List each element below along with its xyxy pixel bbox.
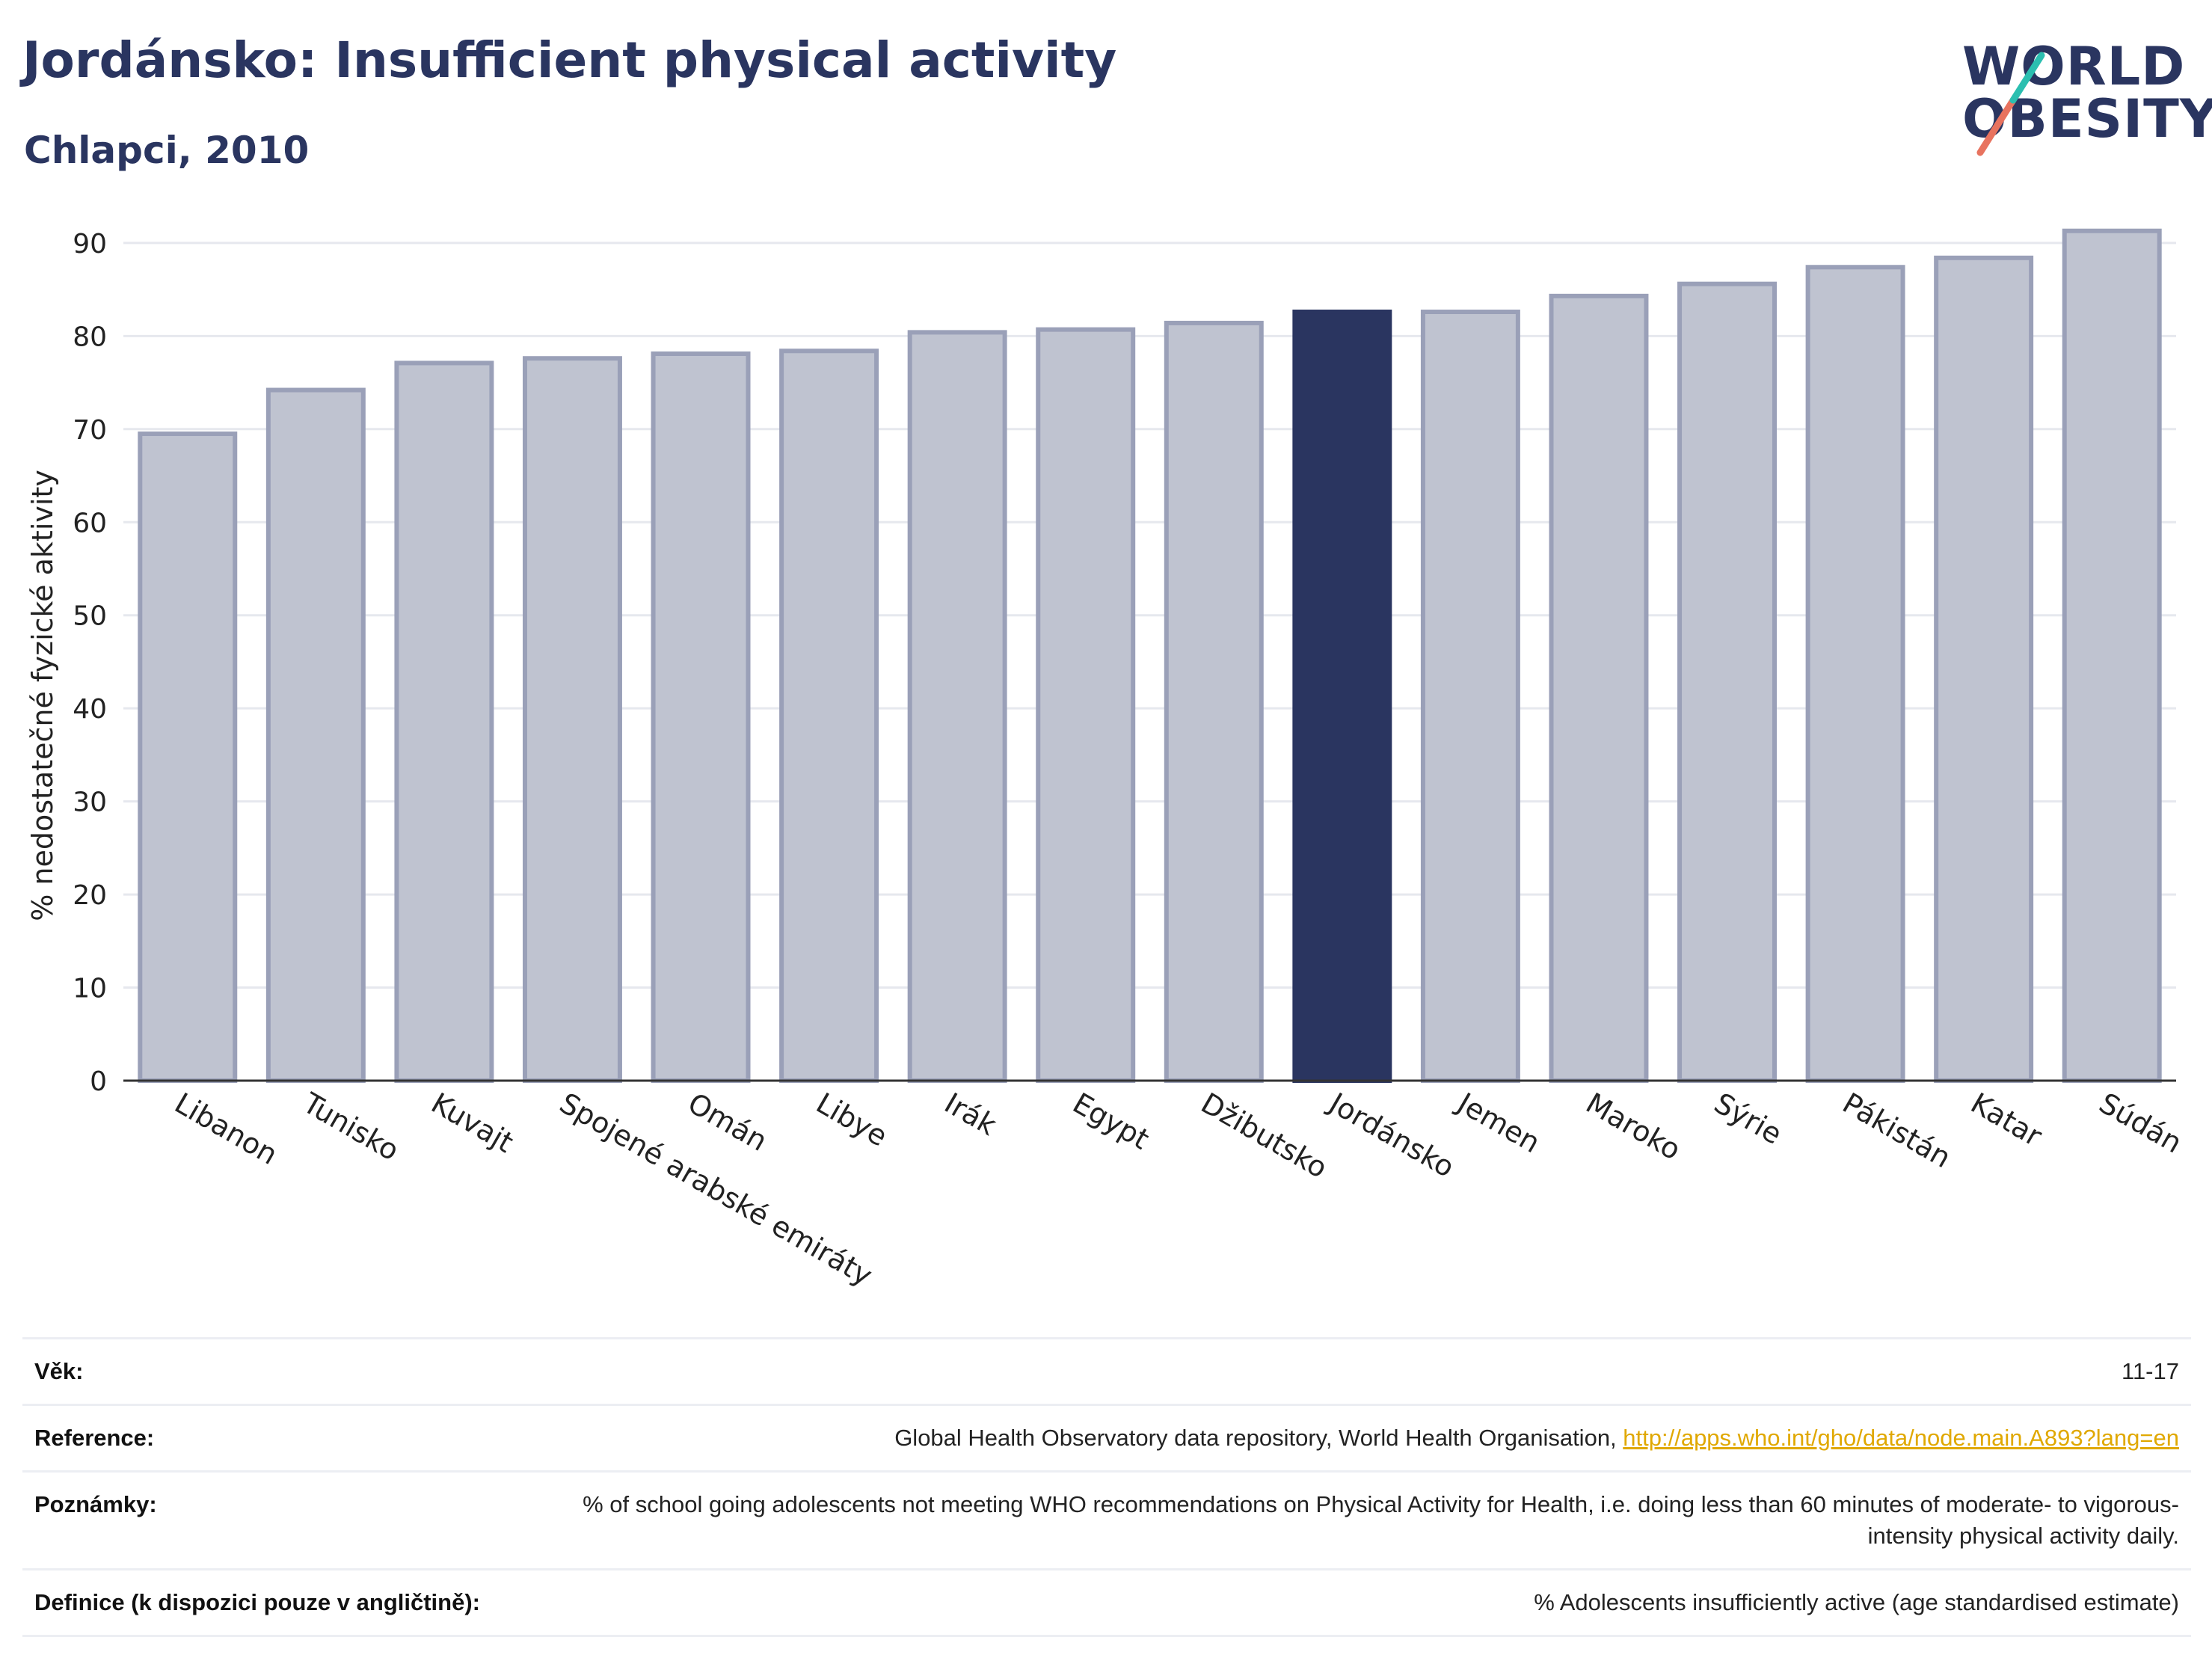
x-tick-label: Libanon <box>169 1087 283 1171</box>
x-tick-label: Pákistán <box>1837 1087 1957 1175</box>
bars <box>138 228 2162 1084</box>
x-tick-label: Kuvajt <box>425 1087 518 1159</box>
bar-jemen[interactable] <box>1420 309 1520 1083</box>
bar-libye[interactable] <box>779 348 879 1083</box>
bar-chart: 0 10 20 30 40 50 60 70 80 90 Libanon Tunisko Kuvajt… <box>26 228 2187 1292</box>
info-table: Věk: 11-17 Reference: Global Health Obse… <box>22 1337 2191 1637</box>
bar-kuvajt[interactable] <box>394 360 494 1083</box>
info-value: % of school going adolescents not meetin… <box>583 1491 2179 1549</box>
y-tick-label: 50 <box>73 601 107 632</box>
bar-pákistán[interactable] <box>1805 265 1905 1083</box>
x-tick-label: Egypt <box>1067 1087 1155 1156</box>
bar-katar[interactable] <box>1934 255 2034 1084</box>
y-tick-label: 70 <box>73 415 107 446</box>
info-label: Poznámky: <box>34 1491 157 1517</box>
y-tick-label: 30 <box>73 787 107 818</box>
bar-libanon[interactable] <box>138 432 238 1083</box>
info-value: % Adolescents insufficiently active (age… <box>1534 1589 2179 1615</box>
bar-tunisko[interactable] <box>265 387 366 1084</box>
reference-text: Global Health Observatory data repositor… <box>894 1425 1623 1451</box>
logo-text-line1: WORLD <box>1962 36 2186 97</box>
x-tick-label: Maroko <box>1580 1087 1686 1167</box>
chart-title: Jordánsko: Insufficient physical activit… <box>22 31 1117 89</box>
bar-egypt[interactable] <box>1036 327 1136 1083</box>
info-row-reference: Reference: Global Health Observatory dat… <box>22 1404 2191 1470</box>
chart-subtitle: Chlapci, 2010 <box>24 129 310 172</box>
x-tick-label: Sýrie <box>1709 1087 1787 1151</box>
y-tick-labels: 0 10 20 30 40 50 60 70 80 90 <box>73 229 107 1097</box>
info-row-age: Věk: 11-17 <box>22 1337 2191 1404</box>
y-tick-label: 40 <box>73 694 107 725</box>
bar-sýrie[interactable] <box>1677 281 1778 1083</box>
bar-irák[interactable] <box>907 330 1007 1083</box>
y-tick-label: 10 <box>73 974 107 1004</box>
bar-spojené-arabské-emiráty[interactable] <box>522 356 622 1083</box>
world-obesity-logo[interactable]: WORLD OBESITY <box>1944 18 2212 160</box>
x-tick-label: Súdán <box>2094 1087 2188 1160</box>
info-label: Definice (k dispozici pouze v angličtině… <box>34 1589 480 1615</box>
info-value: 11-17 <box>2122 1358 2179 1384</box>
y-tick-label: 60 <box>73 508 107 538</box>
x-tick-label: Jemen <box>1451 1086 1546 1160</box>
y-tick-label: 80 <box>73 322 107 352</box>
logo-slash-icon <box>1976 52 2045 156</box>
bar-džibutsko[interactable] <box>1164 320 1264 1084</box>
x-tick-labels: Libanon Tunisko Kuvajt Spojené arabské emir… <box>169 1086 2187 1292</box>
x-tick-label: Tunisko <box>297 1086 405 1167</box>
reference-link[interactable]: http://apps.who.int/gho/data/node.main.A… <box>1623 1425 2179 1451</box>
info-value-reference: Global Health Observatory data repositor… <box>894 1422 2179 1454</box>
x-tick-label: Jordánsko <box>1323 1086 1460 1184</box>
bar-omán[interactable] <box>651 351 751 1083</box>
bar-jordánsko[interactable] <box>1292 309 1392 1083</box>
info-label: Reference: <box>34 1425 155 1451</box>
y-tick-label: 20 <box>73 880 107 911</box>
info-row-notes: Poznámky: % of school going adolescents … <box>22 1470 2191 1568</box>
bar-maroko[interactable] <box>1549 293 1649 1083</box>
y-tick-label: 0 <box>90 1066 107 1097</box>
x-tick-label: Džibutsko <box>1196 1087 1333 1185</box>
info-row-definition: Definice (k dispozici pouze v angličtině… <box>22 1568 2191 1637</box>
info-label: Věk: <box>34 1358 84 1384</box>
y-axis-label: % nedostatečné fyzické aktivity <box>26 470 59 921</box>
x-tick-label: Omán <box>683 1087 773 1158</box>
x-tick-label: Katar <box>1965 1087 2047 1153</box>
x-tick-label: Irák <box>939 1087 1002 1142</box>
x-tick-label: Libye <box>811 1087 893 1153</box>
y-tick-label: 90 <box>73 229 107 260</box>
bar-súdán[interactable] <box>2062 228 2162 1084</box>
